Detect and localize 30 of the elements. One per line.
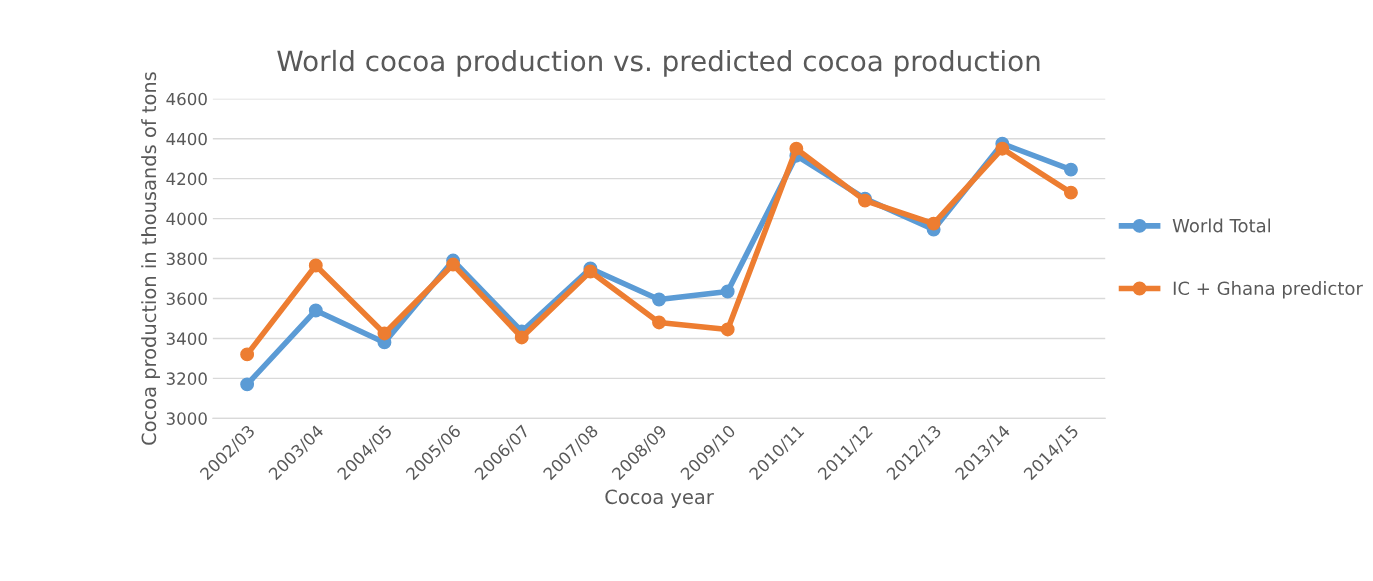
chart-title: World cocoa production vs. predicted cocoa production	[277, 49, 1040, 77]
y-tick-label: 3000	[166, 412, 207, 425]
point	[1063, 185, 1078, 200]
point	[652, 315, 666, 330]
point	[720, 284, 735, 299]
y-tick-label: 4000	[166, 212, 207, 226]
point	[446, 257, 461, 272]
point	[926, 216, 941, 231]
y-tick-label: 3200	[166, 372, 207, 385]
y-tick-label: 4600	[166, 92, 207, 106]
legend-label: IC + Ghana predictor	[1173, 281, 1363, 299]
x-axis-title: Cocoa year	[605, 489, 714, 508]
legend-label: World Total	[1172, 218, 1271, 233]
point	[995, 141, 1010, 156]
point	[1063, 162, 1078, 177]
y-tick-label: 3800	[166, 252, 207, 266]
y-tick-label: 4200	[166, 172, 207, 186]
point	[720, 322, 735, 337]
point	[789, 141, 804, 156]
y-tick-label: 3400	[166, 332, 207, 345]
point	[377, 326, 392, 341]
y-axis-title: Cocoa production in thousands of tons	[141, 72, 160, 445]
point	[652, 292, 666, 307]
point	[240, 347, 255, 362]
y-tick-label: 3600	[166, 292, 207, 306]
point	[308, 303, 323, 318]
point	[514, 330, 529, 345]
y-tick-label: 4400	[166, 132, 207, 146]
point	[308, 258, 323, 273]
point	[240, 377, 255, 392]
